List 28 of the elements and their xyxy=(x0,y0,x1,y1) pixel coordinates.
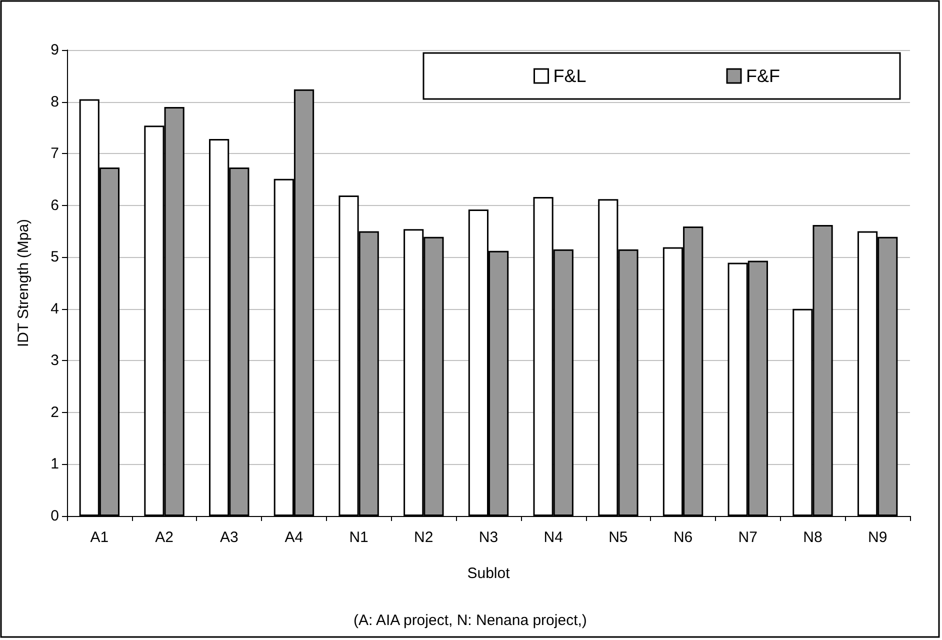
y-tick-label: 7 xyxy=(50,145,59,162)
x-axis-title: Sublot xyxy=(467,565,511,582)
x-tick-label: N3 xyxy=(478,529,498,546)
x-tick-label: A2 xyxy=(155,529,174,546)
legend-label: F&F xyxy=(746,66,780,86)
x-tick-label: N2 xyxy=(414,529,434,546)
x-tick-label: A1 xyxy=(90,529,109,546)
y-tick-label: 4 xyxy=(50,300,59,318)
y-tick-label: 2 xyxy=(50,404,59,421)
y-tick-label: 9 xyxy=(50,42,59,58)
legend-label: F&L xyxy=(553,66,586,86)
y-tick-label: 0 xyxy=(50,508,59,524)
x-tick-label: N8 xyxy=(803,529,822,546)
x-tick-label: N7 xyxy=(738,529,758,546)
x-tick-label: A3 xyxy=(220,529,238,546)
y-tick-label: 8 xyxy=(50,93,59,110)
y-tick-label: 3 xyxy=(50,352,59,370)
x-tick-label: N4 xyxy=(544,529,563,546)
y-tick-label: 5 xyxy=(50,248,59,266)
y-axis-title: IDT Strength (Mpa) xyxy=(15,218,32,348)
x-tick-label: N9 xyxy=(868,529,888,546)
x-tick-label: N6 xyxy=(673,529,693,546)
x-tick-label: N1 xyxy=(349,529,368,546)
text: (A: AIA project, N: Nenana project,) xyxy=(353,612,587,629)
x-tick-label: N5 xyxy=(608,529,628,546)
x-tick-label: A4 xyxy=(284,529,304,546)
y-tick-label: 1 xyxy=(50,456,59,473)
y-tick-label: 6 xyxy=(50,196,59,214)
